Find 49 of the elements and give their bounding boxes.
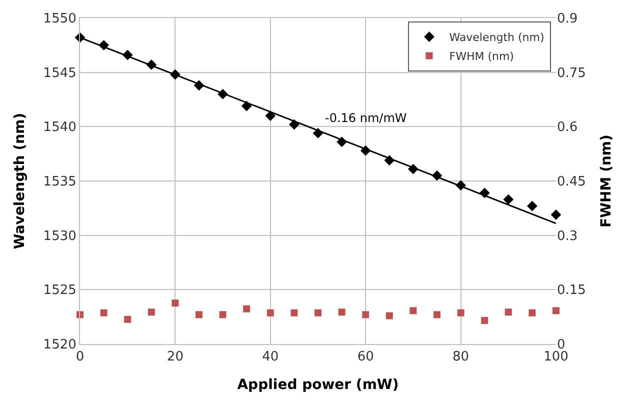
x-tick-label: 20 bbox=[166, 350, 184, 365]
y-tick-label: 1520 bbox=[43, 338, 76, 353]
point bbox=[457, 309, 464, 316]
point bbox=[528, 309, 536, 316]
y2-tick-label: 0.75 bbox=[557, 66, 586, 81]
y-tick-label: 1540 bbox=[43, 120, 76, 136]
y2-tick-label: 0.6 bbox=[557, 120, 578, 136]
y-axis-title: Wavelength (nm) bbox=[12, 112, 28, 250]
x-tick-label: 60 bbox=[357, 350, 374, 365]
point bbox=[219, 311, 226, 318]
point bbox=[481, 316, 488, 324]
point bbox=[386, 312, 393, 320]
x-tick-label: 80 bbox=[452, 350, 470, 365]
point bbox=[196, 311, 202, 318]
point bbox=[362, 311, 370, 318]
point bbox=[338, 308, 346, 316]
legend-label: Wavelength (nm) bbox=[449, 31, 544, 44]
y-tick-label: 1550 bbox=[43, 12, 76, 27]
point bbox=[290, 309, 298, 316]
y2-tick-label: 0.45 bbox=[557, 174, 586, 190]
point bbox=[527, 200, 538, 212]
x-tick-label: 40 bbox=[262, 350, 279, 365]
point bbox=[314, 309, 322, 316]
point bbox=[434, 311, 440, 318]
y-tick-label: 1525 bbox=[43, 283, 76, 298]
annotation: -0.16 nm/mW bbox=[325, 111, 407, 125]
point bbox=[550, 209, 562, 220]
y-tick-label: 1530 bbox=[43, 228, 76, 244]
y2-tick-label: 0.3 bbox=[557, 228, 578, 244]
point bbox=[265, 110, 276, 121]
x-tick-label: 100 bbox=[544, 350, 568, 365]
point bbox=[410, 307, 417, 314]
x-tick-label: 0 bbox=[76, 350, 84, 365]
y2-tick-label: 0.15 bbox=[557, 283, 586, 298]
point bbox=[172, 300, 179, 307]
y-tick-label: 1545 bbox=[43, 66, 76, 81]
point bbox=[503, 194, 514, 205]
point bbox=[552, 307, 560, 314]
y2-axis-title: FWHM (nm) bbox=[598, 134, 614, 228]
legend-label: FWHM (nm) bbox=[449, 50, 514, 64]
y-tick-label: 1535 bbox=[43, 174, 76, 190]
point bbox=[504, 308, 512, 316]
x-axis-title: Applied power (mW) bbox=[237, 376, 399, 393]
point bbox=[124, 316, 132, 323]
point bbox=[100, 309, 108, 316]
point bbox=[148, 308, 155, 316]
point bbox=[266, 309, 274, 316]
point bbox=[243, 305, 250, 312]
y2-tick-label: 0.9 bbox=[557, 12, 578, 27]
